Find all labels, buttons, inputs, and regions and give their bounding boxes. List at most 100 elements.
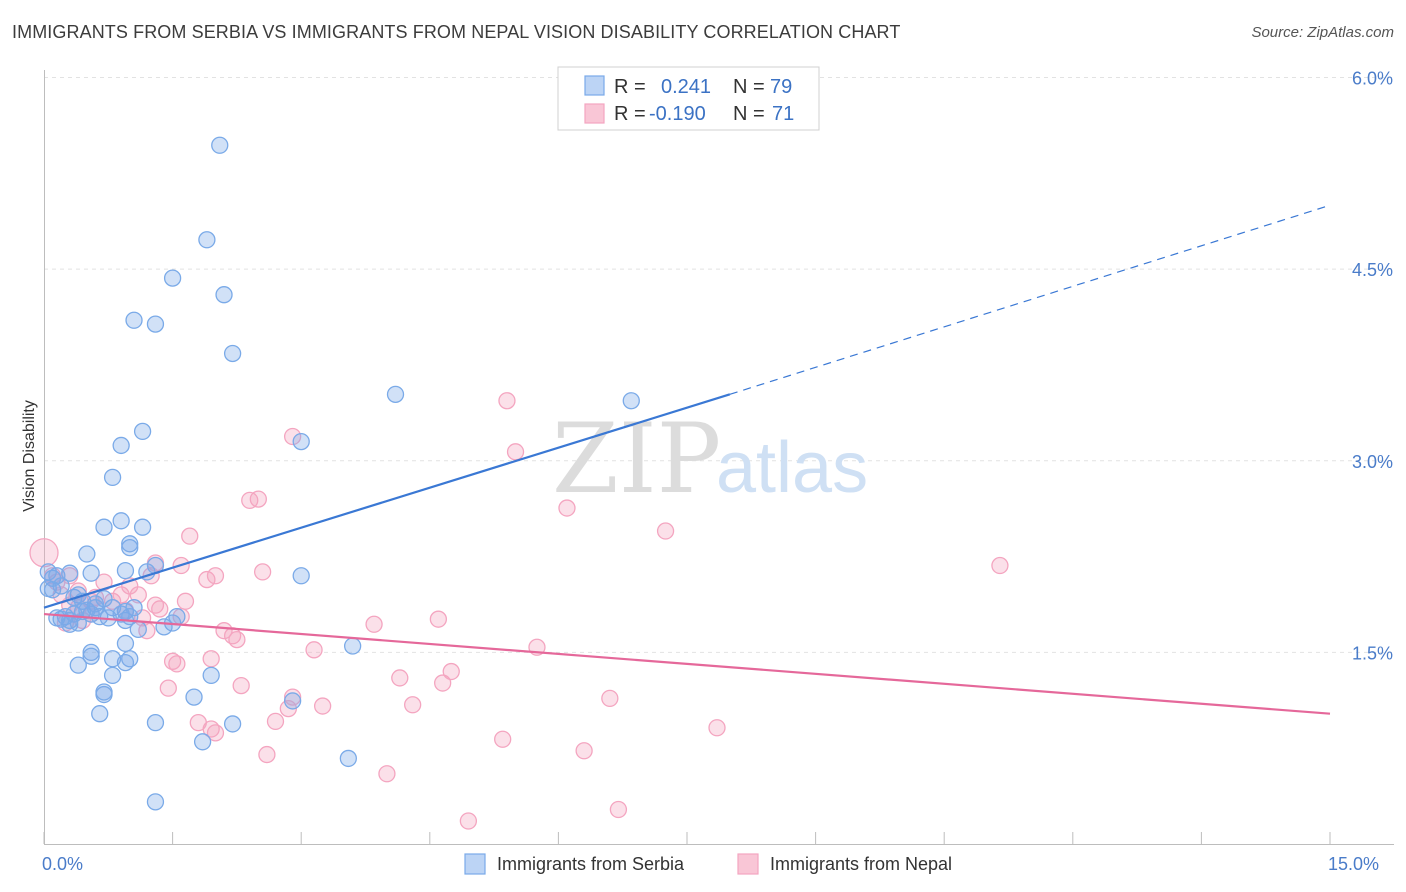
point-serbia-56 — [82, 647, 100, 665]
point-nepal-48 — [434, 674, 452, 692]
chart-source: Source: ZipAtlas.com — [1251, 24, 1394, 41]
legend-r-label-nepal: R = — [614, 103, 646, 125]
point-serbia-65 — [95, 683, 113, 701]
trend-lines — [43, 204, 1331, 715]
legend-n-label-serbia: N = — [733, 76, 765, 98]
point-nepal-50 — [232, 676, 250, 695]
point-nepal-67 — [459, 812, 478, 830]
point-nepal-47 — [442, 662, 460, 681]
point-nepal-63 — [575, 742, 593, 760]
point-nepal-8 — [181, 527, 199, 545]
series-legend-swatch-serbia — [464, 853, 486, 875]
point-serbia-8 — [622, 392, 640, 410]
point-serbia-63 — [343, 637, 362, 655]
point-serbia-28 — [292, 567, 310, 585]
point-serbia-7 — [386, 385, 405, 403]
point-nepal-37 — [429, 610, 448, 628]
point-nepal-1 — [498, 392, 516, 410]
series-legend-label-serbia: Immigrants from Serbia — [497, 854, 685, 874]
point-serbia-77 — [86, 599, 105, 617]
watermark: ZIP atlas — [552, 403, 868, 515]
correlation-legend: R = 0.241 N = 79 R = -0.190 N = 71 — [557, 66, 820, 131]
point-nepal-45 — [168, 655, 186, 673]
x-tick-label-max: 15.0% — [1328, 854, 1379, 874]
point-serbia-73 — [146, 793, 165, 811]
point-serbia-55 — [82, 643, 100, 662]
point-serbia-59 — [116, 653, 135, 672]
y-axis-title: Vision Disability — [21, 400, 38, 512]
point-nepal-57 — [266, 712, 285, 731]
point-serbia-1 — [198, 231, 216, 249]
y-tick-label-1: 3.0% — [1352, 452, 1393, 472]
point-serbia-54 — [116, 634, 135, 653]
point-serbia-0 — [211, 136, 229, 154]
point-serbia-13 — [112, 512, 130, 530]
point-serbia-75 — [52, 610, 70, 628]
chart-title: IMMIGRANTS FROM SERBIA VS IMMIGRANTS FRO… — [12, 22, 901, 42]
point-nepal-4 — [241, 491, 259, 510]
point-serbia-6 — [223, 344, 242, 363]
point-serbia-10 — [112, 436, 130, 455]
series-legend: Immigrants from Serbia Immigrants from N… — [464, 853, 952, 875]
point-nepal-41 — [228, 630, 246, 649]
y-tick-label-3: 6.0% — [1352, 69, 1393, 89]
y-tick-label-0: 1.5% — [1352, 643, 1393, 663]
point-nepal-54 — [404, 696, 422, 714]
trend-line-nepal — [43, 612, 1331, 715]
point-serbia-15 — [133, 518, 152, 536]
point-serbia-20 — [116, 561, 135, 580]
point-nepal-62 — [494, 730, 512, 748]
point-serbia-5 — [146, 315, 165, 333]
gridlines — [44, 77, 1394, 653]
x-axis-ticks — [43, 832, 1331, 844]
point-nepal-56 — [313, 697, 332, 715]
point-serbia-16 — [121, 535, 139, 553]
point-nepal-42 — [305, 641, 323, 659]
point-nepal-36 — [365, 615, 383, 633]
point-nepal-3 — [283, 427, 302, 446]
legend-swatch-serbia — [584, 75, 605, 96]
point-nepal-49 — [391, 669, 409, 687]
point-serbia-12 — [103, 468, 122, 487]
point-nepal-11 — [253, 563, 272, 581]
point-serbia-61 — [103, 666, 122, 685]
point-nepal-65 — [378, 765, 396, 783]
point-serbia-34 — [103, 599, 122, 617]
legend-r-value-nepal: -0.190 — [649, 103, 706, 125]
trend-line-serbia-extrapolated — [729, 204, 1331, 395]
point-nepal-21 — [129, 586, 147, 604]
point-nepal-61 — [708, 719, 726, 737]
legend-swatch-nepal — [584, 103, 605, 124]
point-serbia-14 — [95, 518, 113, 536]
point-serbia-27 — [52, 577, 70, 595]
point-serbia-3 — [215, 286, 233, 304]
legend-n-value-nepal: 71 — [772, 103, 794, 125]
series-legend-swatch-nepal — [737, 853, 759, 875]
point-nepal-32 — [151, 600, 169, 618]
point-serbia-4 — [125, 311, 143, 329]
point-serbia-2 — [163, 269, 182, 287]
point-nepal-14 — [206, 567, 225, 585]
point-serbia-18 — [78, 545, 96, 563]
point-nepal-9 — [991, 556, 1009, 575]
point-nepal-7 — [656, 522, 675, 540]
legend-n-label-nepal: N = — [733, 103, 765, 125]
point-nepal-27 — [176, 592, 195, 610]
point-serbia-19 — [82, 564, 100, 582]
point-nepal-66 — [609, 800, 628, 819]
series-legend-label-nepal: Immigrants from Nepal — [770, 854, 952, 874]
point-serbia-67 — [283, 692, 302, 710]
point-serbia-9 — [133, 422, 152, 441]
point-nepal-53 — [601, 689, 619, 708]
point-nepal-60 — [206, 724, 225, 742]
point-serbia-71 — [193, 733, 212, 751]
point-nepal-6 — [558, 499, 576, 517]
x-tick-label-min: 0.0% — [42, 854, 83, 874]
point-nepal-64 — [258, 745, 276, 764]
point-serbia-38 — [91, 607, 109, 626]
y-axis-tick-labels: 1.5% 3.0% 4.5% 6.0% — [1352, 69, 1393, 664]
point-serbia-17 — [121, 538, 139, 557]
serbia-points — [39, 136, 640, 811]
watermark-atlas: atlas — [716, 428, 868, 508]
